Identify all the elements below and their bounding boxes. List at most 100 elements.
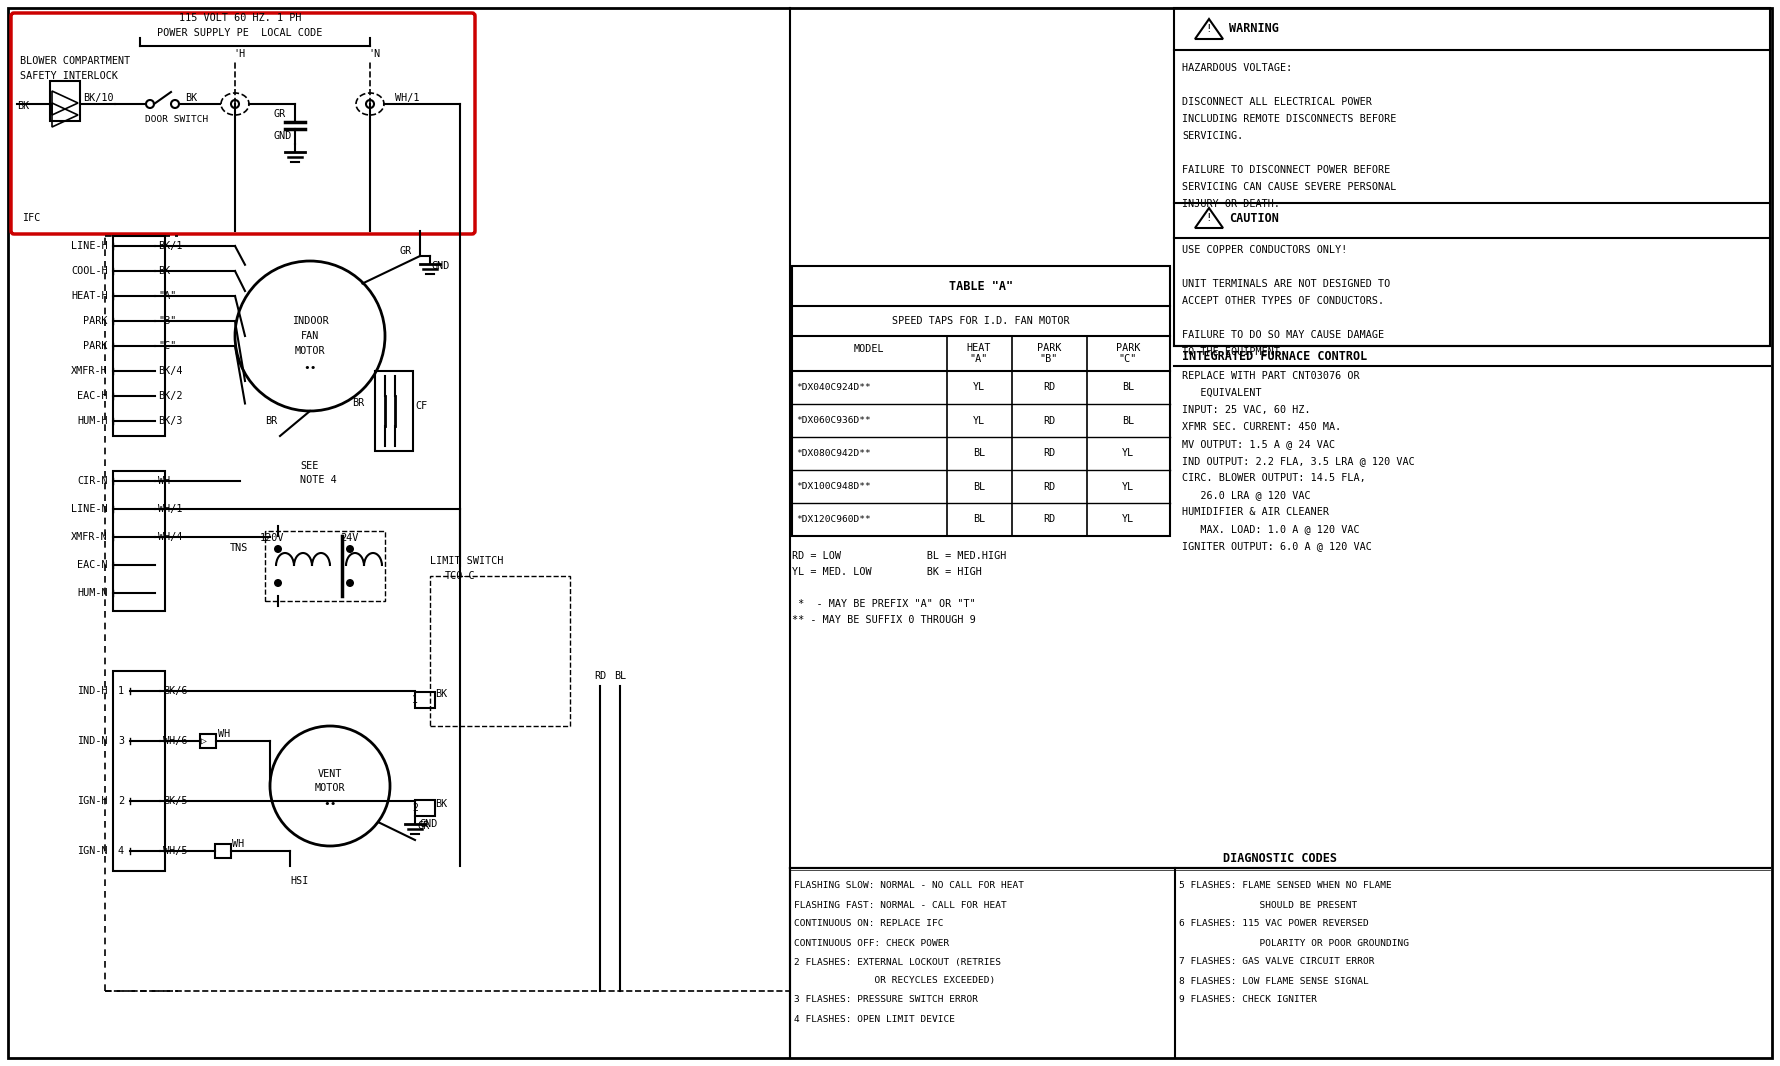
Text: TABLE "A": TABLE "A" [949, 279, 1013, 292]
Text: MAX. LOAD: 1.0 A @ 120 VAC: MAX. LOAD: 1.0 A @ 120 VAC [1182, 524, 1360, 534]
Text: HUMIDIFIER & AIR CLEANER: HUMIDIFIER & AIR CLEANER [1182, 507, 1330, 517]
Text: YL: YL [1121, 515, 1134, 524]
Text: WARNING: WARNING [1228, 22, 1278, 35]
Text: PARK: PARK [1036, 343, 1061, 353]
Text: *DX100C948D**: *DX100C948D** [796, 482, 870, 491]
Text: WH/4: WH/4 [158, 532, 183, 542]
Text: OR RECYCLES EXCEEDED): OR RECYCLES EXCEEDED) [794, 976, 995, 985]
Text: DOOR SWITCH: DOOR SWITCH [144, 115, 208, 125]
Text: IND OUTPUT: 2.2 FLA, 3.5 LRA @ 120 VAC: IND OUTPUT: 2.2 FLA, 3.5 LRA @ 120 VAC [1182, 456, 1415, 466]
Text: 3: 3 [117, 736, 125, 746]
Text: BK: BK [434, 800, 447, 809]
Text: RD: RD [595, 671, 607, 681]
Text: 7 FLASHES: GAS VALVE CIRCUIT ERROR: 7 FLASHES: GAS VALVE CIRCUIT ERROR [1178, 957, 1374, 967]
Text: ••: •• [303, 364, 317, 373]
Text: REPLACE WITH PART CNT03076 OR: REPLACE WITH PART CNT03076 OR [1182, 371, 1360, 381]
Text: BK/10: BK/10 [84, 93, 114, 103]
Text: *DX080C942D**: *DX080C942D** [796, 449, 870, 458]
Text: BL: BL [974, 449, 984, 458]
Circle shape [345, 579, 354, 587]
Text: WH/5: WH/5 [164, 846, 187, 856]
Text: BK/5: BK/5 [164, 796, 187, 806]
Text: MOTOR: MOTOR [295, 346, 326, 356]
Text: ••: •• [324, 800, 336, 809]
Text: BL: BL [614, 671, 627, 681]
Text: FAN: FAN [301, 332, 319, 341]
Text: SEE: SEE [301, 461, 319, 471]
Text: DISCONNECT ALL ELECTRICAL POWER: DISCONNECT ALL ELECTRICAL POWER [1182, 97, 1372, 107]
Text: TO THE EQUIPMENT.: TO THE EQUIPMENT. [1182, 348, 1287, 357]
Text: "B": "B" [158, 316, 176, 326]
Circle shape [274, 579, 281, 587]
Text: XMFR-N: XMFR-N [71, 532, 109, 542]
Text: CAUTION: CAUTION [1228, 211, 1278, 225]
Text: INTEGRATED FURNACE CONTROL: INTEGRATED FURNACE CONTROL [1182, 350, 1367, 362]
Text: IGNITER OUTPUT: 6.0 A @ 120 VAC: IGNITER OUTPUT: 6.0 A @ 120 VAC [1182, 542, 1372, 551]
Text: RD: RD [1043, 383, 1056, 392]
Text: COOL-H: COOL-H [71, 266, 109, 276]
Text: *DX040C924D**: *DX040C924D** [796, 383, 870, 392]
Text: VENT: VENT [319, 769, 342, 779]
Bar [431, 576, 570, 726]
Text: BK/6: BK/6 [164, 687, 187, 696]
Text: RD = LOW              BL = MED.HIGH: RD = LOW BL = MED.HIGH [792, 551, 1006, 561]
Text: 3 FLASHES: PRESSURE SWITCH ERROR: 3 FLASHES: PRESSURE SWITCH ERROR [794, 996, 977, 1004]
Text: 1: 1 [117, 687, 125, 696]
Text: INCLUDING REMOTE DISCONNECTS BEFORE: INCLUDING REMOTE DISCONNECTS BEFORE [1182, 114, 1396, 124]
Bar [415, 800, 434, 815]
Text: 4: 4 [117, 846, 125, 856]
Bar [265, 531, 384, 601]
Circle shape [274, 545, 281, 553]
Text: INJURY OR DEATH.: INJURY OR DEATH. [1182, 199, 1280, 209]
Text: INPUT: 25 VAC, 60 HZ.: INPUT: 25 VAC, 60 HZ. [1182, 405, 1310, 415]
Text: BK: BK [158, 266, 171, 276]
Text: EAC-H: EAC-H [77, 391, 109, 401]
Text: BL: BL [1121, 416, 1134, 425]
Text: HAZARDOUS VOLTAGE:: HAZARDOUS VOLTAGE: [1182, 63, 1292, 72]
Text: 'N: 'N [368, 49, 381, 59]
Text: MOTOR: MOTOR [315, 784, 345, 793]
Text: BK/3: BK/3 [158, 416, 183, 426]
Text: BLOWER COMPARTMENT: BLOWER COMPARTMENT [20, 56, 130, 66]
Text: 5 FLASHES: FLAME SENSED WHEN NO FLAME: 5 FLASHES: FLAME SENSED WHEN NO FLAME [1178, 882, 1392, 890]
Text: RD: RD [1043, 449, 1056, 458]
Text: IGN-N: IGN-N [77, 846, 109, 856]
Text: *DX120C960D**: *DX120C960D** [796, 515, 870, 524]
Text: 115 VOLT 60 HZ. 1 PH: 115 VOLT 60 HZ. 1 PH [178, 13, 301, 23]
Text: MV OUTPUT: 1.5 A @ 24 VAC: MV OUTPUT: 1.5 A @ 24 VAC [1182, 439, 1335, 449]
Text: BK: BK [434, 689, 447, 699]
Bar [415, 692, 434, 708]
Bar [1175, 9, 1769, 346]
Text: SPEED TAPS FOR I.D. FAN MOTOR: SPEED TAPS FOR I.D. FAN MOTOR [892, 316, 1070, 326]
Text: BL: BL [1121, 383, 1134, 392]
Text: WH: WH [217, 729, 230, 739]
Circle shape [345, 545, 354, 553]
Text: TNS: TNS [230, 543, 249, 553]
Text: GND: GND [433, 261, 450, 271]
Text: RD: RD [1043, 416, 1056, 425]
Text: LINE-N: LINE-N [71, 504, 109, 514]
Text: ACCEPT OTHER TYPES OF CONDUCTORS.: ACCEPT OTHER TYPES OF CONDUCTORS. [1182, 296, 1385, 306]
Text: PARK: PARK [84, 341, 109, 351]
Text: *DX060C936D**: *DX060C936D** [796, 416, 870, 425]
Text: USE COPPER CONDUCTORS ONLY!: USE COPPER CONDUCTORS ONLY! [1182, 245, 1347, 255]
Text: TCO-C: TCO-C [445, 571, 475, 581]
Text: YL: YL [1121, 449, 1134, 458]
Text: WH: WH [158, 477, 171, 486]
Text: 26.0 LRA @ 120 VAC: 26.0 LRA @ 120 VAC [1182, 490, 1310, 500]
Text: YL: YL [974, 416, 984, 425]
Text: 120V: 120V [260, 533, 285, 543]
Text: EQUIVALENT: EQUIVALENT [1182, 388, 1262, 398]
Text: GND: GND [272, 131, 292, 141]
Text: UNIT TERMINALS ARE NOT DESIGNED TO: UNIT TERMINALS ARE NOT DESIGNED TO [1182, 279, 1390, 289]
Text: LINE-H: LINE-H [71, 241, 109, 251]
Text: "C": "C" [158, 341, 176, 351]
Text: LIMIT SWITCH: LIMIT SWITCH [431, 556, 504, 566]
Text: BK/1: BK/1 [158, 241, 183, 251]
Text: "B": "B" [1040, 354, 1057, 364]
Text: FAILURE TO DO SO MAY CAUSE DAMAGE: FAILURE TO DO SO MAY CAUSE DAMAGE [1182, 330, 1385, 340]
Text: CF: CF [415, 401, 427, 411]
Text: GND: GND [420, 819, 438, 829]
Text: DIAGNOSTIC CODES: DIAGNOSTIC CODES [1223, 852, 1337, 865]
Text: BL: BL [974, 482, 984, 491]
